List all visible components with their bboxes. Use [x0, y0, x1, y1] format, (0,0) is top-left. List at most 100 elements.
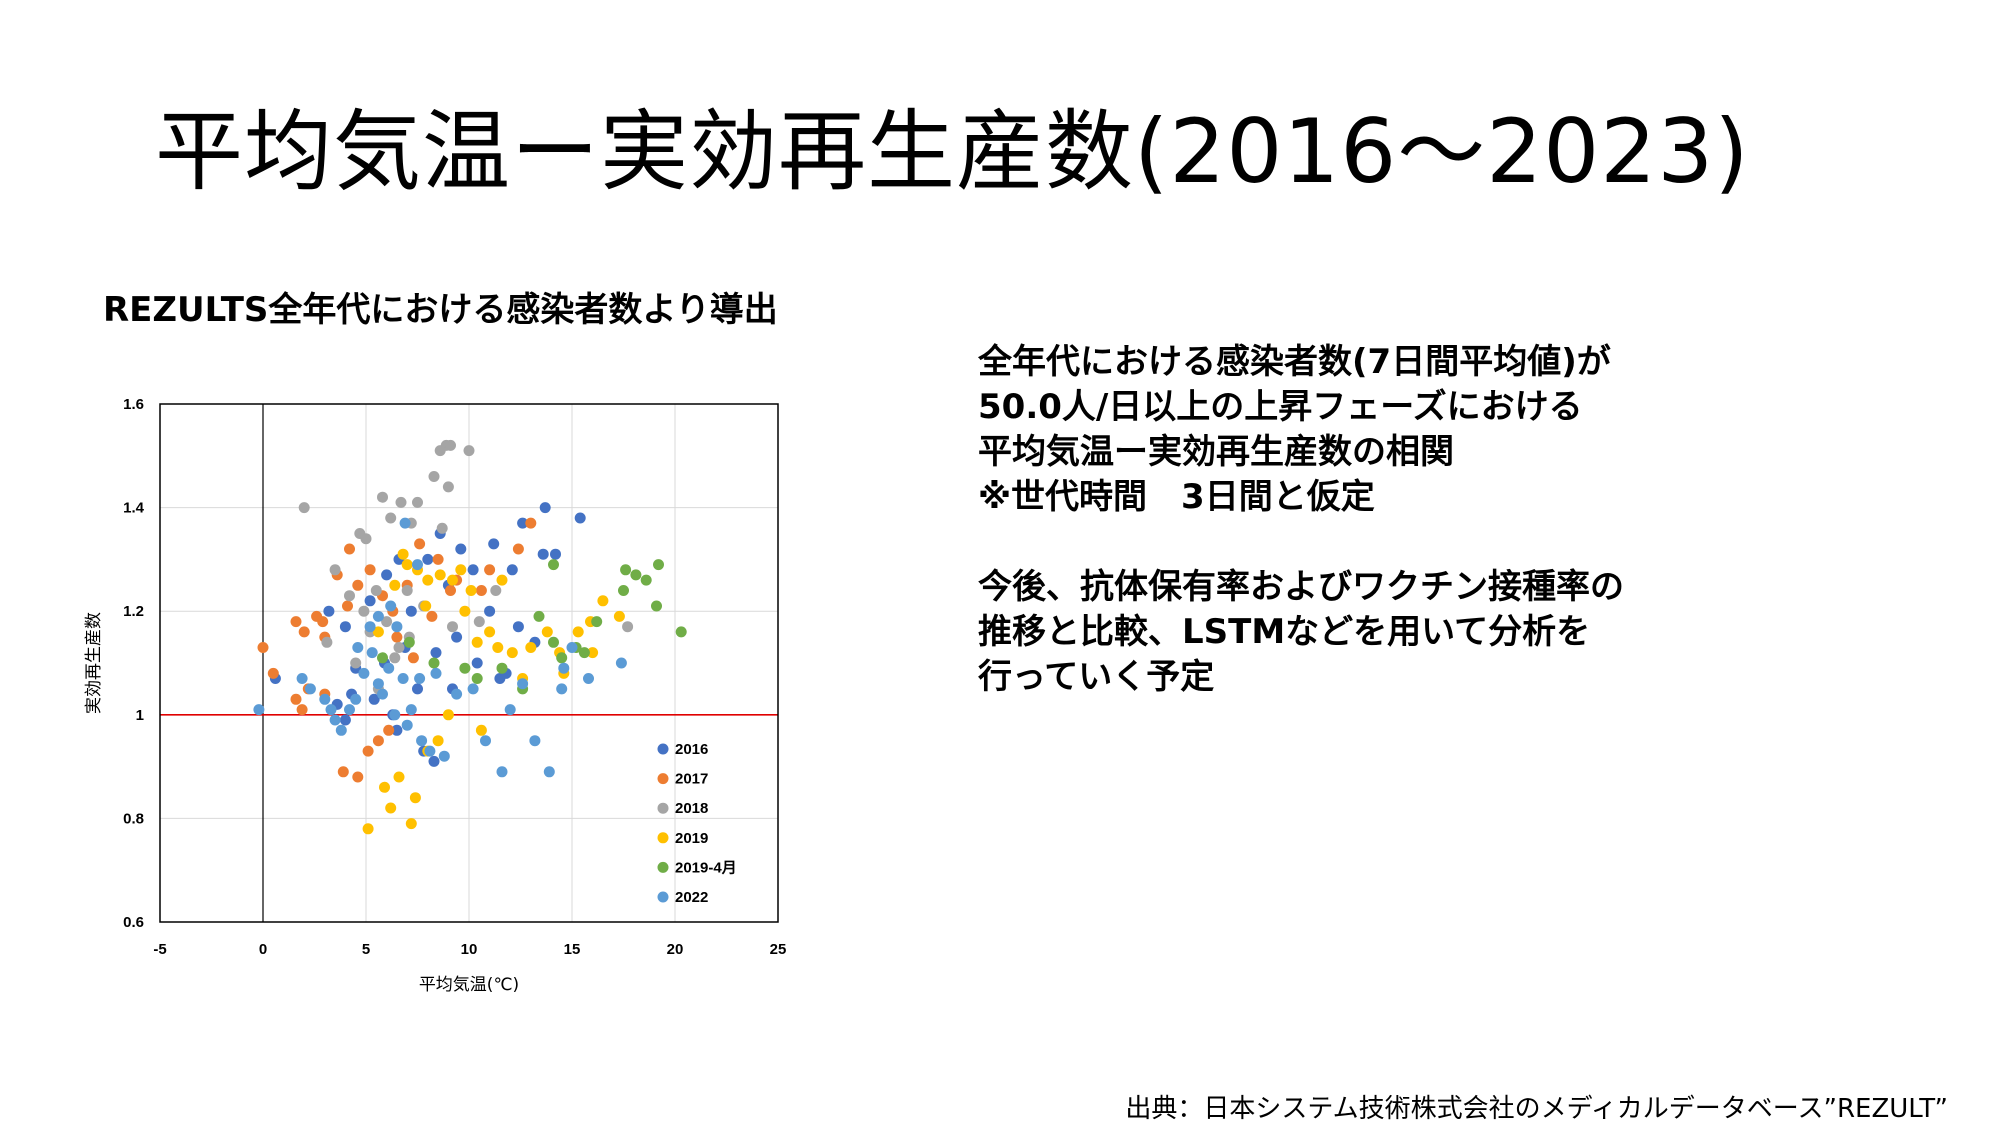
data-point: [597, 595, 609, 607]
data-point: [574, 512, 586, 524]
data-point: [290, 616, 302, 628]
data-point: [651, 600, 662, 612]
data-point: [572, 626, 584, 638]
data-point: [496, 766, 508, 778]
data-point: [329, 564, 341, 576]
data-point: [613, 610, 625, 622]
data-point: [428, 657, 440, 669]
description-line: 平均気温ー実効再生産数の相関: [978, 432, 1454, 472]
data-point: [506, 564, 518, 576]
data-point: [467, 564, 479, 576]
data-point: [445, 585, 456, 596]
data-point: [451, 631, 463, 643]
data-point: [512, 621, 524, 633]
data-point: [550, 548, 561, 560]
data-point: [424, 745, 436, 757]
data-point: [296, 704, 308, 716]
data-point: [412, 496, 423, 508]
data-point: [467, 683, 479, 695]
plot-frame: [159, 403, 779, 923]
data-point: [504, 704, 516, 716]
y-tick-label: 1.2: [123, 603, 144, 620]
x-tick-label: 10: [461, 941, 478, 958]
data-point: [257, 642, 269, 653]
data-point: [506, 647, 518, 659]
slide-title: 平均気温ー実効再生産数(2016～2023): [155, 100, 1750, 203]
description-line: 推移と比較、LSTMなどを用いて分析を: [978, 612, 1591, 652]
description-line: 50.0人/日以上の上昇フェーズにおける: [978, 387, 1583, 427]
data-point: [436, 522, 448, 534]
data-point: [389, 579, 401, 591]
data-point: [329, 714, 341, 726]
data-point: [358, 667, 370, 679]
data-point: [428, 755, 440, 767]
y-tick-label: 1: [136, 707, 144, 724]
data-point: [344, 704, 355, 716]
x-tick-label: 20: [667, 941, 684, 958]
data-point: [578, 647, 590, 659]
data-point: [548, 636, 559, 648]
data-point: [512, 543, 524, 555]
data-point: [463, 445, 475, 457]
legend-marker: [657, 802, 669, 814]
data-point: [618, 585, 629, 596]
data-point: [412, 559, 423, 571]
data-point: [420, 600, 432, 612]
data-point: [372, 610, 384, 622]
data-point: [587, 647, 599, 659]
data-point: [377, 491, 388, 503]
data-point: [434, 569, 446, 581]
data-point: [391, 724, 403, 736]
data-point: [393, 771, 405, 783]
data-point: [393, 642, 405, 653]
data-point: [370, 585, 382, 596]
data-point: [381, 616, 393, 628]
description-line: ※世代時間 3日間と仮定: [978, 477, 1375, 517]
chart-subtitle: REZULTS全年代における感染者数より導出: [103, 290, 778, 330]
data-point: [471, 636, 483, 648]
y-tick-label: 0.8: [123, 810, 144, 827]
data-point: [490, 585, 502, 596]
data-point: [405, 704, 417, 716]
data-point: [391, 621, 403, 633]
data-point: [362, 823, 374, 835]
data-point: [438, 750, 450, 762]
data-point: [372, 735, 384, 747]
data-point: [442, 481, 454, 493]
data-point: [350, 693, 362, 705]
legend-label: 2022: [675, 889, 708, 906]
data-point: [558, 662, 570, 674]
data-point: [389, 709, 401, 721]
data-point: [358, 605, 370, 617]
data-point: [381, 569, 393, 581]
data-point: [480, 735, 491, 747]
data-point: [395, 496, 407, 508]
data-point: [323, 605, 335, 617]
data-point: [405, 605, 417, 617]
y-tick-labels: 0.6 0.8 1 1.2 1.4 1.6: [123, 396, 145, 931]
data-point: [583, 673, 594, 684]
data-point: [556, 652, 568, 664]
data-point: [455, 543, 467, 555]
legend-marker: [657, 832, 669, 844]
legend-label: 2019: [675, 830, 708, 847]
x-tick-labels: -5 0 5 10 15 20 25: [153, 941, 786, 958]
data-point: [401, 719, 413, 731]
data-point: [339, 714, 351, 726]
data-point: [397, 548, 409, 560]
data-point: [344, 590, 355, 602]
legend-marker: [657, 891, 669, 903]
data-point: [445, 439, 456, 451]
data-point: [383, 724, 395, 736]
data-point: [475, 724, 487, 736]
data-point: [350, 657, 362, 669]
data-point: [368, 693, 380, 705]
data-point: [471, 673, 483, 684]
data-point: [360, 533, 372, 545]
data-point: [496, 662, 508, 674]
y-tick-label: 1.6: [123, 396, 144, 413]
data-point: [548, 559, 559, 571]
legend-label: 2017: [675, 771, 708, 788]
data-point: [290, 693, 302, 705]
data-point: [529, 735, 541, 747]
